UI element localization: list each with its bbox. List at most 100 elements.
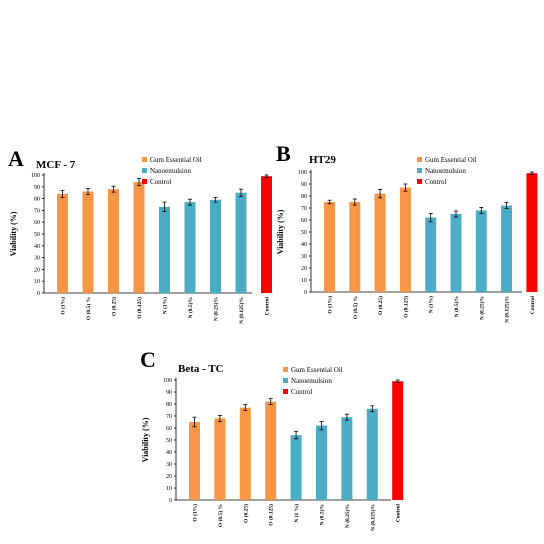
y-tick-label: 20: [301, 266, 307, 272]
x-tick-label: O (0.125): [402, 296, 409, 318]
bar-nano: [366, 408, 378, 500]
bar-gum: [399, 187, 411, 292]
legend-swatch-gum: [417, 157, 422, 162]
y-tick-label: 60: [301, 218, 307, 224]
bar-control: [261, 176, 272, 293]
chart-title: Beta - TC: [178, 363, 224, 375]
bar-nano: [341, 417, 353, 500]
y-tick-label: 0: [37, 291, 40, 297]
x-tick-label: N (1%): [428, 296, 435, 313]
x-tick-label: O (1%): [192, 504, 199, 522]
bar-nano: [475, 210, 487, 292]
y-tick-label: 10: [166, 486, 172, 492]
y-tick-label: 100: [298, 170, 307, 176]
y-tick-label: 70: [301, 206, 307, 212]
y-tick-label: 30: [166, 462, 172, 468]
y-tick-label: 30: [301, 254, 307, 260]
legend-label-control: Control: [291, 388, 312, 396]
y-tick-label: 40: [34, 244, 40, 250]
y-tick-label: 40: [166, 450, 172, 456]
chart-panel-b: B HT29 Viability (%) 0 10 20 30 40 50 60 70 80 90 100…: [276, 141, 538, 323]
y-tick-label: 20: [166, 474, 172, 480]
x-tick-label: N (0.5)%: [453, 296, 460, 317]
y-tick-label: 0: [304, 290, 307, 296]
bar-nano: [450, 214, 462, 292]
x-tick-label: N (0.5)%: [187, 297, 194, 318]
bar-nano: [159, 206, 170, 293]
bar-gum: [349, 202, 361, 292]
x-tick-label: N (0.125)%: [504, 296, 511, 323]
y-tick-label: 40: [301, 242, 307, 248]
y-tick-label: 80: [34, 197, 40, 203]
x-tick-label: N (1%): [162, 297, 169, 314]
bar-control: [392, 381, 404, 500]
x-tick-label: O (0.25): [242, 504, 249, 523]
legend-swatch-nano: [142, 168, 147, 173]
x-tick-label: N (0.25)%: [478, 296, 485, 320]
panel-letter: B: [276, 141, 291, 166]
y-axis-label: Viability (%): [141, 417, 150, 462]
y-tick-label: 50: [34, 232, 40, 238]
legend-label-gum: Gum Essential Oil: [291, 366, 343, 374]
y-tick-label: 90: [34, 185, 40, 191]
x-tick-label: O (0.5) %: [217, 504, 224, 527]
bar-nano: [425, 217, 437, 292]
legend-label-nano: Nanoemulsion: [425, 167, 466, 175]
x-tick-label: Control: [396, 504, 402, 523]
x-tick-label: N (0.125)%: [238, 297, 245, 324]
bar-nano: [210, 199, 221, 293]
y-tick-label: 20: [34, 267, 40, 273]
x-tick-label: N (1 %): [293, 504, 300, 523]
legend-swatch-control: [283, 389, 288, 394]
y-axis-label: Viability (%): [276, 209, 285, 254]
x-tick-label: O (1%): [60, 297, 67, 315]
y-tick-label: 80: [301, 194, 307, 200]
bar-gum: [57, 193, 68, 293]
y-tick-label: 80: [166, 402, 172, 408]
bar-gum: [265, 401, 277, 500]
legend-swatch-nano: [417, 168, 422, 173]
y-tick-label: 70: [166, 414, 172, 420]
y-tick-label: 90: [301, 182, 307, 188]
bar-gum: [189, 422, 200, 500]
x-tick-label: O (1%): [327, 296, 334, 314]
chart-title: HT29: [309, 154, 336, 166]
x-tick-label: O (0.25): [377, 296, 384, 315]
legend-label-nano: Nanoemulsion: [291, 377, 332, 385]
legend-swatch-control: [142, 179, 147, 184]
x-tick-label: Control: [530, 296, 536, 315]
bar-gum: [82, 191, 94, 293]
bar-nano: [501, 205, 513, 292]
legend-label-nano: Nanoemulsion: [150, 167, 191, 175]
bar-nano: [235, 192, 247, 293]
x-tick-label: N (0.5)%: [319, 504, 326, 525]
legend-swatch-control: [417, 179, 422, 184]
x-tick-label: O (0.125): [136, 297, 143, 319]
x-tick-label: Control: [265, 297, 271, 316]
legend-swatch-gum: [283, 367, 288, 372]
x-tick-label: N (0.25)%: [344, 504, 351, 528]
y-tick-label: 70: [34, 208, 40, 214]
y-tick-label: 50: [166, 438, 172, 444]
bar-nano: [184, 202, 196, 293]
bar-nano: [316, 425, 327, 500]
y-tick-label: 0: [169, 498, 172, 504]
chart-title: MCF - 7: [36, 159, 76, 171]
x-tick-label: N (0.125)%: [369, 504, 376, 531]
chart-panel-c: C Beta - TC Viability (%) 0 10 20 30 40 50 60 70 80…: [140, 347, 404, 531]
bar-gum: [108, 189, 119, 293]
x-tick-label: O (0.125): [268, 504, 275, 526]
y-tick-label: 10: [301, 278, 307, 284]
chart-panel-a: A MCF - 7 Viability (%) 0 10 20 30 40 50 60 70 80 90…: [8, 146, 272, 324]
legend-swatch-gum: [142, 157, 147, 162]
bar-gum: [133, 182, 145, 293]
y-tick-label: 30: [34, 256, 40, 262]
legend-label-gum: Gum Essential Oil: [425, 156, 477, 164]
x-tick-label: O (0.5) %: [352, 296, 359, 319]
y-axis-label: Viability (%): [9, 211, 18, 256]
y-tick-label: 60: [166, 426, 172, 432]
y-tick-label: 10: [34, 279, 40, 285]
panel-letter: C: [140, 347, 156, 372]
x-tick-label: N (0.25)%: [213, 297, 220, 321]
